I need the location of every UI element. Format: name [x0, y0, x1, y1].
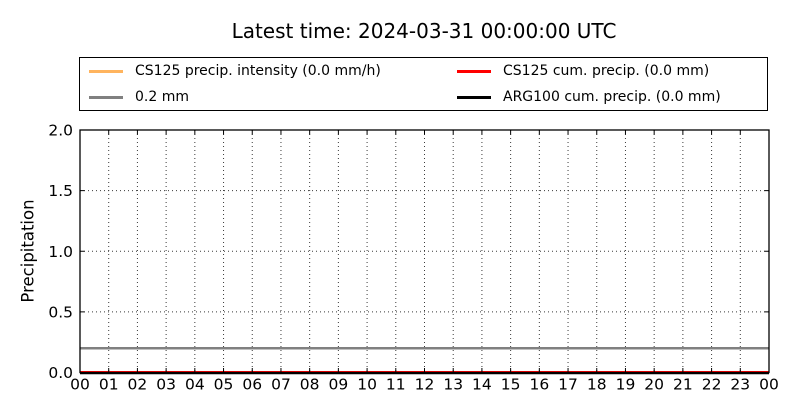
x-tick-label: 13: [443, 376, 463, 394]
x-tick-label: 03: [156, 376, 176, 394]
x-tick-label: 17: [558, 376, 578, 394]
x-tick-label: 12: [415, 376, 435, 394]
x-tick-label: 01: [99, 376, 119, 394]
legend-label: CS125 precip. intensity (0.0 mm/h): [135, 63, 381, 79]
x-tick-label: 18: [587, 376, 607, 394]
y-tick-label: 0.0: [48, 364, 73, 382]
x-tick-label: 06: [242, 376, 262, 394]
x-tick-label: 11: [386, 376, 406, 394]
x-tick-label: 00: [70, 376, 90, 394]
x-tick-label: 19: [616, 376, 636, 394]
y-tick-label: 2.0: [48, 122, 73, 140]
legend-item-arg100-cumulative: ARG100 cum. precip. (0.0 mm): [457, 89, 767, 105]
legend-line-swatch-gray: [89, 95, 123, 99]
legend-item-threshold: 0.2 mm: [89, 89, 457, 105]
legend: CS125 precip. intensity (0.0 mm/h) 0.2 m…: [79, 57, 768, 111]
legend-item-cs125-cumulative: CS125 cum. precip. (0.0 mm): [457, 63, 767, 79]
x-tick-label: 07: [271, 376, 291, 394]
legend-line-swatch-black: [457, 95, 491, 99]
x-tick-label: 14: [472, 376, 492, 394]
legend-label: ARG100 cum. precip. (0.0 mm): [503, 89, 721, 105]
x-tick-label: 02: [128, 376, 148, 394]
x-tick-label: 21: [673, 376, 693, 394]
legend-line-swatch-orange: [89, 69, 123, 73]
chart-title: Latest time: 2024-03-31 00:00:00 UTC: [231, 19, 617, 43]
legend-label: CS125 cum. precip. (0.0 mm): [503, 63, 710, 79]
legend-item-cs125-intensity: CS125 precip. intensity (0.0 mm/h): [89, 63, 457, 79]
x-tick-label: 16: [529, 376, 549, 394]
x-tick-label: 15: [501, 376, 521, 394]
y-tick-label: 0.5: [48, 303, 73, 321]
x-tick-label: 05: [214, 376, 234, 394]
legend-label: 0.2 mm: [135, 89, 189, 105]
x-tick-label: 10: [357, 376, 377, 394]
y-tick-label: 1.0: [48, 243, 73, 261]
y-tick-label: 1.5: [48, 182, 73, 200]
x-tick-label: 22: [702, 376, 722, 394]
x-tick-label: 08: [300, 376, 320, 394]
x-tick-label: 20: [644, 376, 664, 394]
x-tick-label: 00: [759, 376, 779, 394]
x-tick-label: 09: [329, 376, 349, 394]
x-tick-label: 04: [185, 376, 205, 394]
legend-line-swatch-red: [457, 69, 491, 73]
x-tick-label: 23: [730, 376, 750, 394]
